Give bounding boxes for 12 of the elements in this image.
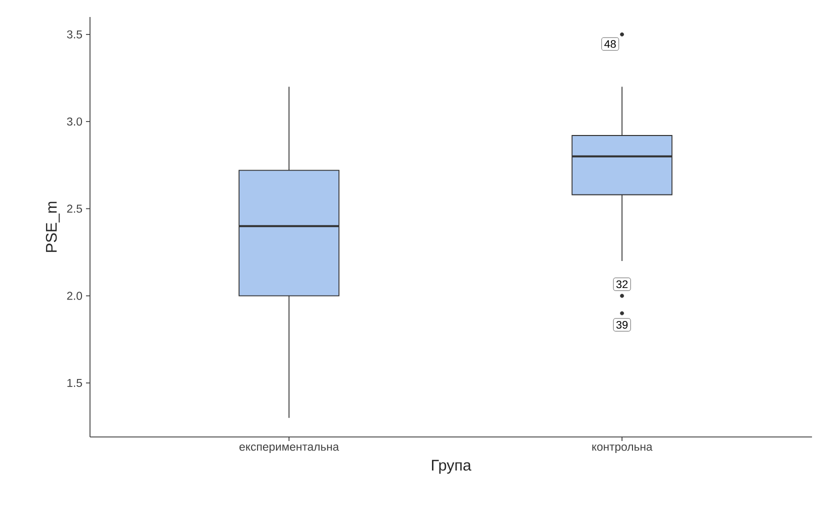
y-tick-label: 2.0	[67, 292, 82, 300]
y-tick-label: 2.5	[67, 204, 82, 213]
annotation: 39	[616, 320, 628, 329]
y-tick-label: 3.5	[67, 30, 82, 38]
x-tick-label: експериментальна	[239, 444, 340, 454]
y-tick-label: 3.0	[67, 117, 82, 126]
x-tick-label: контрольна	[592, 444, 652, 454]
y-tick-label: 1.5	[67, 378, 82, 387]
annotation: 48	[604, 40, 616, 48]
x-axis-title: Група	[432, 460, 472, 474]
annotation: 32	[616, 280, 628, 288]
y-axis-title: PSE_m	[46, 202, 60, 252]
